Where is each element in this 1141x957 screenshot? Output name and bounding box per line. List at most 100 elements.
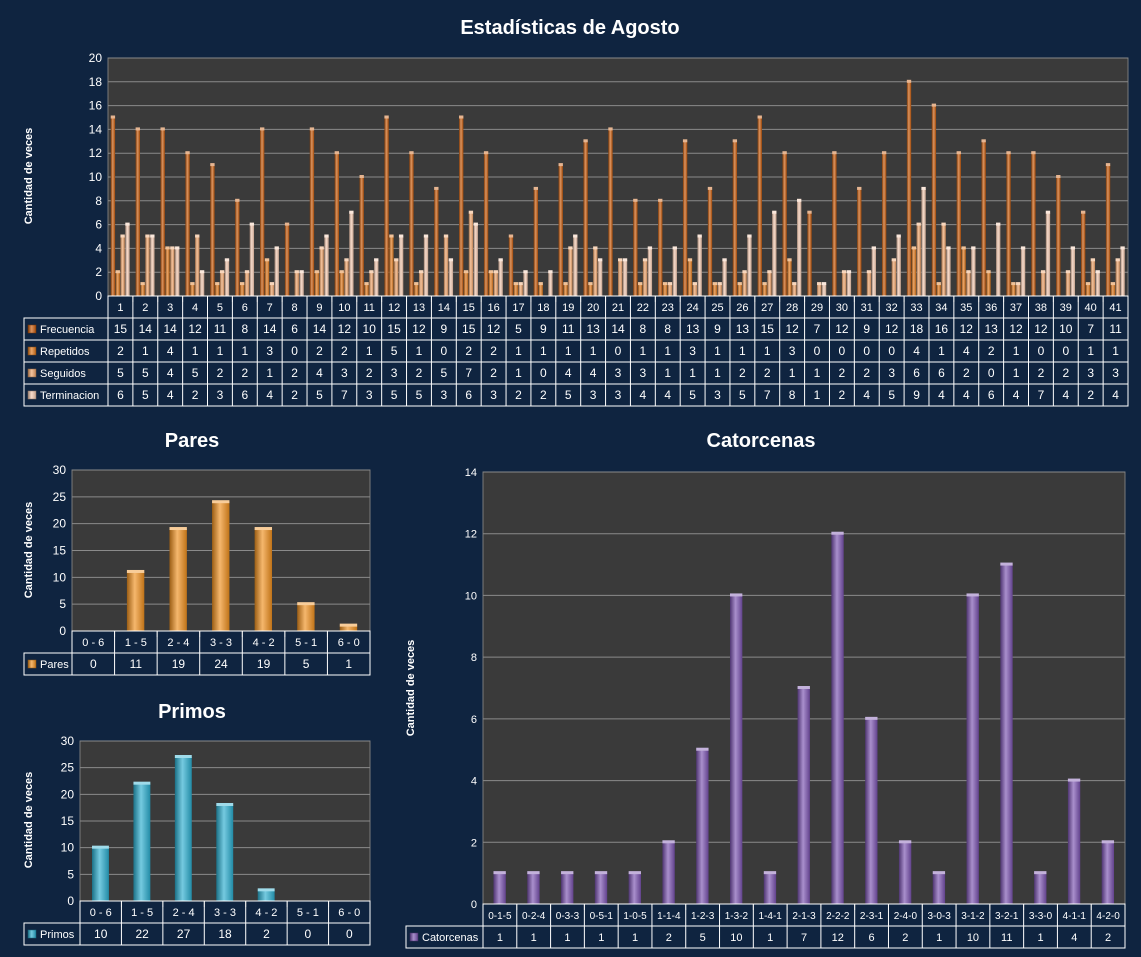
data-label: 2 [963,366,970,380]
bar-cap [986,270,991,274]
bar [216,805,234,901]
data-label: 2 [291,366,298,380]
bar-cap [314,270,319,274]
data-label: 0 [291,344,298,358]
bar [1006,153,1011,296]
y-tick-label: 0 [95,289,102,303]
data-label: 6 [913,366,920,380]
data-label: 2 [192,388,199,402]
bar [513,284,518,296]
bar-cap [717,282,722,286]
bar-cap [1080,210,1086,214]
data-label: 1 [689,366,696,380]
y-tick-label: 4 [95,241,102,255]
bar [558,165,563,296]
bar [448,260,454,296]
data-label: 2 [490,366,497,380]
bar-cap [359,175,364,178]
bar-cap [747,234,752,238]
bar-cap [682,139,688,143]
bar-cap [244,270,250,274]
data-label: 0 [540,366,547,380]
y-tick-label: 5 [67,867,74,881]
y-axis-label: Cantidad de veces [405,640,417,737]
y-axis-label: Cantidad de veces [23,128,35,225]
bar-cap [249,222,255,226]
bar-cap [667,282,673,286]
data-label: 7 [341,388,348,402]
bar [832,153,837,296]
bar-cap [334,151,339,155]
bar-cap [264,258,270,262]
data-label: 3 [441,388,448,402]
bar-cap [1070,246,1076,250]
bar-cap [707,186,713,190]
bar-cap [1085,282,1091,286]
bar [215,284,220,296]
bar-cap [712,282,718,286]
bar-cap [782,151,787,155]
x-tick-label: 1-0-5 [623,911,647,922]
bar-cap [473,222,478,226]
bar [642,260,648,296]
bar [394,260,399,296]
legend-label: Repetidos [40,346,90,358]
bar-cap [1115,258,1120,262]
data-label: 2 [341,344,348,358]
bar-cap [966,270,971,274]
data-label: 27 [177,927,191,941]
x-tick-label: 3-0-3 [927,911,951,922]
bar [1095,272,1100,296]
bar [548,272,553,296]
data-label: 6 [938,366,945,380]
data-label: 5 [888,388,895,402]
bar-cap [857,186,862,190]
x-tick-label: 9 [316,302,322,314]
x-tick-label: 5 - 1 [295,637,317,649]
bar-cap [1105,163,1111,167]
x-tick-label: 2 - 4 [173,907,195,919]
bar-cap [672,246,677,250]
bar-cap [418,270,424,274]
y-tick-label: 20 [61,787,75,801]
data-label: 3 [1087,366,1094,380]
bar [563,284,568,296]
bar [140,284,145,296]
bar [687,260,693,296]
x-tick-label: 2-4-0 [894,911,918,922]
x-tick-label: 21 [612,302,624,314]
data-label: 2 [263,927,270,941]
bar [324,236,329,296]
data-label: 7 [465,366,472,380]
data-label: 1 [217,344,224,358]
bar-cap [548,270,553,274]
bar [911,248,917,296]
x-tick-label: 27 [761,302,773,314]
bar [1045,212,1051,296]
data-label: 3 [590,388,597,402]
y-tick-label: 5 [59,597,66,611]
data-label: 3 [615,388,622,402]
bar [508,236,514,296]
bar-cap [110,115,116,119]
bar-cap [309,127,315,131]
data-label: 2 [1105,932,1111,944]
bar [165,248,170,296]
bar-cap [423,234,429,238]
bar [797,688,810,904]
bar [767,272,772,296]
bar [1040,272,1046,296]
bar-cap [1090,258,1096,262]
y-tick-label: 25 [53,490,67,504]
data-label: 2 [1087,388,1094,402]
bar-cap [160,127,165,131]
bar [1105,165,1111,296]
data-label: 5 [391,344,398,358]
chart-primos: Primos Cantidad de veces 0 5 10 15 20 25 30 0 -… [0,690,380,952]
bar [483,153,489,296]
data-label: 13 [736,322,750,336]
bar [190,284,195,296]
data-label: 1 [814,366,821,380]
data-label: 2 [739,366,746,380]
x-tick-label: 34 [935,302,947,314]
